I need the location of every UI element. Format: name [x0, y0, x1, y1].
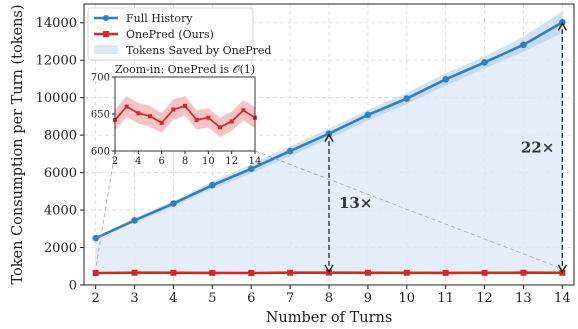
inset-point [171, 107, 176, 112]
legend-full-history-marker [103, 15, 109, 21]
full-history-point [364, 111, 372, 119]
full-history-point [131, 217, 138, 224]
inset-x-tick-label: 12 [225, 156, 238, 167]
full-history-point [403, 95, 411, 102]
plot-content [92, 11, 567, 277]
onepred-point [209, 269, 216, 276]
inset-point [136, 111, 141, 116]
x-tick-label: 7 [286, 291, 294, 306]
zoom-connector-left [95, 150, 116, 270]
onepred-point [92, 270, 99, 277]
ratio-arrow-head-up [324, 133, 334, 143]
x-tick-label: 13 [515, 291, 532, 306]
inset-point [124, 104, 129, 109]
inset-x-tick-label: 4 [135, 156, 141, 167]
onepred-point [287, 269, 294, 276]
onepred-point [442, 269, 449, 276]
y-axis-label: Token Consumption per Turn (tokens) [10, 4, 26, 284]
onepred-point [170, 269, 177, 276]
x-tick-label: 9 [364, 291, 372, 306]
onepred-point [403, 269, 410, 276]
inset-point [229, 119, 234, 124]
ratio-arrow-head-down [324, 264, 334, 274]
inset-x-tick-label: 10 [202, 156, 215, 167]
onepred-point [248, 270, 255, 277]
inset-x-tick-label: 6 [158, 156, 164, 167]
x-tick-label: 3 [130, 291, 138, 306]
full-history-point [520, 41, 527, 49]
full-history-point [170, 200, 177, 207]
inset-y-tick-label: 700 [91, 73, 110, 84]
y-tick-label: 14000 [36, 16, 77, 31]
legend: Full History OnePred (Ours) Tokens Saved b… [87, 7, 271, 61]
x-tick-label: 5 [208, 291, 216, 306]
zoom-inset: 2 4 6 8 10 12 14 600 650 700 Zoom-in: OnePred is 𝒪… [91, 63, 261, 167]
x-tick-label: 10 [399, 291, 416, 306]
ratio-arrow-head-down [557, 264, 567, 274]
y-tick-label: 10000 [36, 91, 77, 106]
inset-x-tick-label: 8 [182, 156, 188, 167]
full-history-point [209, 181, 216, 189]
legend-box [87, 7, 254, 61]
inset-point [218, 125, 222, 130]
inset-x-tick-label: 2 [112, 156, 118, 167]
x-axis-label: Number of Turns [266, 310, 393, 326]
legend-tokens-saved-label: Tokens Saved by OnePred [126, 44, 271, 57]
full-history-point [442, 76, 449, 83]
x-tick-label: 8 [325, 291, 333, 306]
ratio-label: 22× [521, 139, 554, 157]
inset-y-tick-label: 650 [91, 110, 110, 121]
y-tick-label: 6000 [44, 166, 77, 181]
legend-onepred-label: OnePred (Ours) [126, 28, 214, 41]
zoom-connector-right [254, 150, 563, 270]
legend-tokens-saved-swatch [94, 45, 118, 54]
onepred-point [520, 269, 527, 276]
inset-y-tick-label: 600 [91, 147, 110, 158]
x-tick-label: 11 [437, 291, 454, 306]
onepred-point [481, 269, 488, 276]
inset-title: Zoom-in: OnePred is 𝒪(1) [115, 63, 255, 76]
legend-onepred-marker [103, 31, 109, 37]
onepred-point [131, 269, 138, 276]
x-tick-label: 12 [476, 291, 493, 306]
inset-point [159, 120, 164, 125]
inset-point [148, 114, 152, 119]
full-history-point [481, 59, 488, 66]
y-tick-label: 12000 [36, 54, 77, 69]
y-tick-label: 0 [69, 279, 77, 294]
onepred-point [364, 269, 371, 276]
full-history-point [92, 234, 99, 242]
x-tick-label: 6 [247, 291, 255, 306]
inset-point [183, 103, 187, 108]
y-tick-label: 8000 [44, 129, 77, 144]
inset-point [206, 115, 211, 120]
full-history-point [247, 165, 255, 173]
inset-point [241, 108, 246, 113]
full-history-point [286, 147, 294, 155]
ratio-label: 13× [339, 194, 372, 212]
x-tick-label: 4 [169, 291, 177, 306]
y-tick-label: 2000 [44, 241, 77, 256]
x-tick-label: 2 [92, 291, 100, 306]
legend-full-history-label: Full History [126, 12, 193, 25]
y-tick-label: 4000 [44, 204, 77, 219]
inset-point [194, 117, 199, 122]
inset-x-tick-label: 14 [249, 156, 262, 167]
x-tick-label: 14 [554, 291, 571, 306]
ratio-arrow-head-up [557, 21, 567, 31]
